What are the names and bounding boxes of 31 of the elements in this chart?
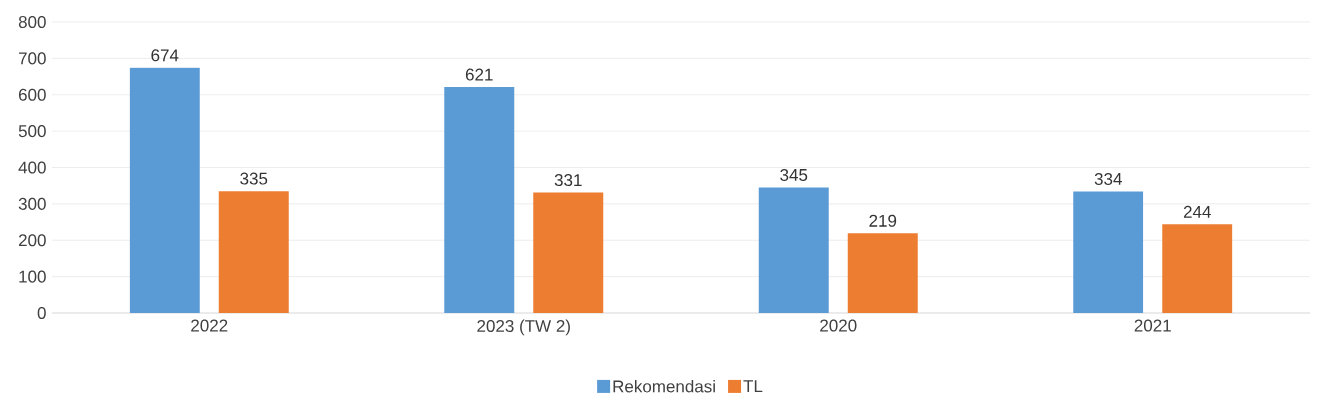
data-label: 219: [869, 214, 897, 227]
y-tick-label: 800: [18, 15, 46, 29]
bar: [533, 192, 604, 313]
data-label: 674: [151, 49, 179, 62]
x-tick-label: 2023 (TW 2): [477, 319, 570, 336]
data-label: 334: [1094, 172, 1122, 185]
bar: [1162, 224, 1233, 313]
bar: [444, 87, 515, 313]
data-label: 345: [780, 168, 808, 181]
x-tick-label: 2021: [1134, 319, 1171, 332]
data-label: 331: [554, 174, 582, 187]
legend-label: TL: [743, 380, 763, 393]
bar: [1073, 191, 1144, 313]
legend-label: Rekomendasi: [613, 380, 715, 393]
x-tick-label: 2020: [820, 319, 857, 332]
y-tick-label: 100: [19, 270, 46, 283]
y-tick-label: 0: [37, 306, 46, 320]
y-tick-label: 400: [18, 161, 46, 174]
y-tick-label: 600: [18, 88, 46, 101]
bar: [129, 67, 200, 313]
bar: [847, 233, 918, 313]
bar: [218, 191, 289, 313]
y-tick-label: 700: [18, 52, 46, 65]
y-tick-label: 200: [18, 234, 46, 247]
bar: [758, 187, 829, 313]
data-label: 244: [1183, 205, 1211, 218]
data-label: 621: [465, 68, 493, 81]
data-label: 335: [240, 172, 268, 185]
x-tick-label: 2022: [191, 319, 228, 332]
y-tick-label: 500: [18, 125, 46, 138]
y-tick-label: 300: [18, 197, 46, 210]
